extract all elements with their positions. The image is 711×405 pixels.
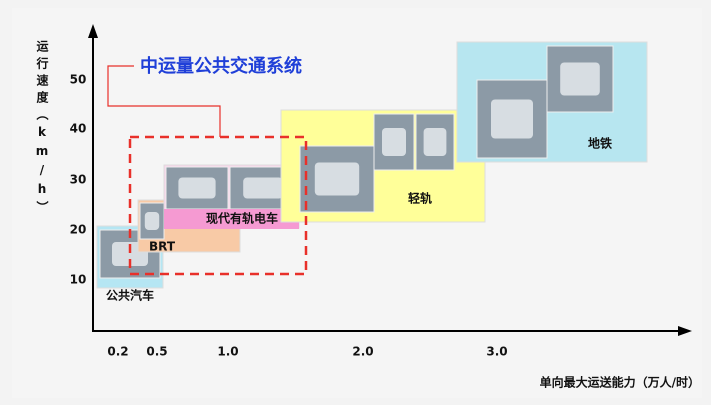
medium-capacity-region [128,135,308,276]
y-tick-label: 30 [70,173,87,187]
photo-detail [382,128,406,156]
x-tick-label: 1.0 [217,345,238,359]
y-axis-label: 运行速度（km/h） [35,40,49,218]
mode-label: 地铁 [588,136,612,151]
x-tick-label: 0.5 [146,345,167,359]
y-arrow [88,24,98,38]
y-tick-label: 50 [70,73,87,87]
y-tick-label: 10 [70,273,87,287]
mode-label: 现代有轨电车 [206,211,278,226]
mode-label: 公共汽车 [106,288,154,303]
y-tick-label: 20 [70,223,87,237]
y-tick-label: 40 [70,122,87,136]
title: 中运量公共交通系统 [140,55,302,77]
label-strip [164,209,299,229]
x-axis-label: 单向最大运送能力（万人/时） [540,375,700,390]
photo-detail [144,212,160,230]
photo-detail [243,177,283,199]
mode-label: 轻轨 [408,191,432,206]
photo-detail [178,177,216,199]
x-arrow [678,326,692,336]
photo-detail [491,99,533,139]
photo-detail [423,128,447,156]
x-tick-label: 3.0 [486,345,507,359]
callout-line [107,65,221,137]
x-tick-label: 0.2 [107,345,128,359]
mode-label: BRT [149,240,176,254]
x-tick-label: 2.0 [352,345,373,359]
photo-detail [560,62,600,96]
photo-detail [314,162,360,196]
